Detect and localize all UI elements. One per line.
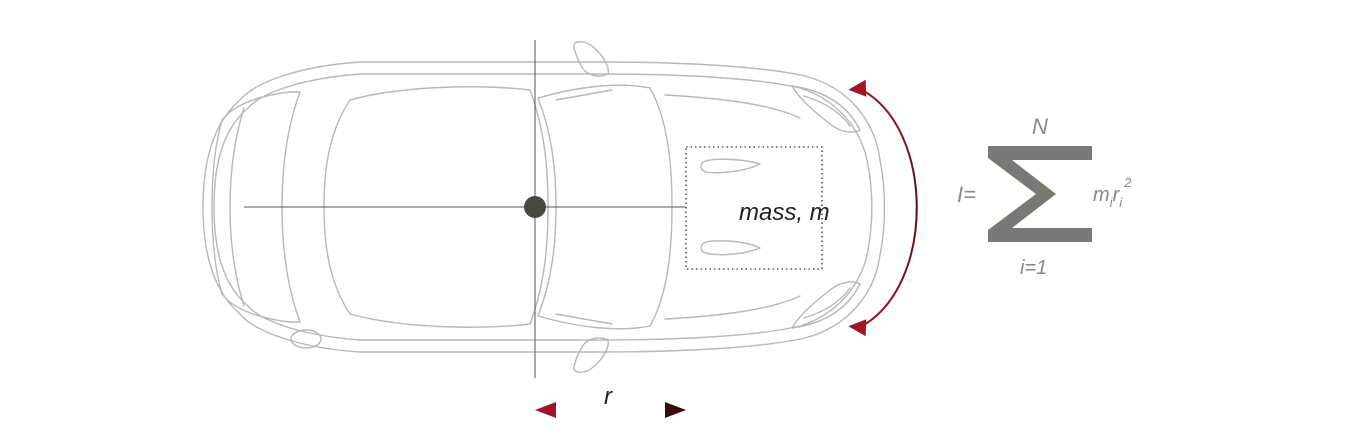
summation-icon — [988, 146, 1092, 242]
summand-m-subscript: i — [1110, 195, 1114, 210]
headlight-bottom-inner — [803, 287, 851, 319]
radius-arrow-icon — [535, 402, 686, 418]
summand-r-subscript: i — [1119, 195, 1123, 210]
mass-label: mass, m — [739, 199, 830, 226]
rotation-arrow-icon — [848, 79, 918, 337]
inertia-formula: I= N i=1 miri2 — [957, 114, 1132, 279]
car-body-outline — [202, 61, 886, 353]
rear-light — [290, 329, 322, 349]
rear-window — [211, 91, 301, 323]
rear-window-inner — [229, 107, 245, 307]
summand-m: m — [1093, 184, 1110, 206]
hood-vent-top — [700, 158, 761, 174]
formula-lhs: I= — [957, 182, 976, 207]
summand: miri2 — [1093, 175, 1132, 210]
summand-exponent: 2 — [1123, 175, 1132, 190]
rotation-arrowhead-top — [848, 79, 867, 97]
sum-upper-limit: N — [1032, 114, 1048, 139]
mass-box — [685, 146, 823, 270]
hood-vent-bottom — [700, 240, 761, 256]
headlight-top — [791, 85, 861, 133]
sum-lower-limit: i=1 — [1020, 257, 1047, 279]
car-body-inner-line — [213, 73, 873, 341]
headlight-top-inner — [803, 95, 851, 127]
center-of-rotation-dot — [524, 196, 546, 218]
car-top-view-icon — [202, 41, 886, 373]
mirror-bottom — [573, 337, 609, 373]
radius-label: r — [604, 383, 613, 410]
radius-arrowhead-left — [535, 402, 556, 418]
hood-line-bottom — [664, 295, 801, 320]
headlight-bottom — [791, 281, 861, 329]
radius-arrowhead-right — [665, 402, 686, 418]
mirror-top — [573, 41, 609, 77]
rotation-arc — [861, 89, 918, 327]
summand-r: r — [1113, 184, 1121, 206]
hood-line-top — [664, 94, 801, 119]
rotation-arrowhead-bottom — [848, 319, 867, 337]
windshield-frame-top — [555, 89, 613, 325]
